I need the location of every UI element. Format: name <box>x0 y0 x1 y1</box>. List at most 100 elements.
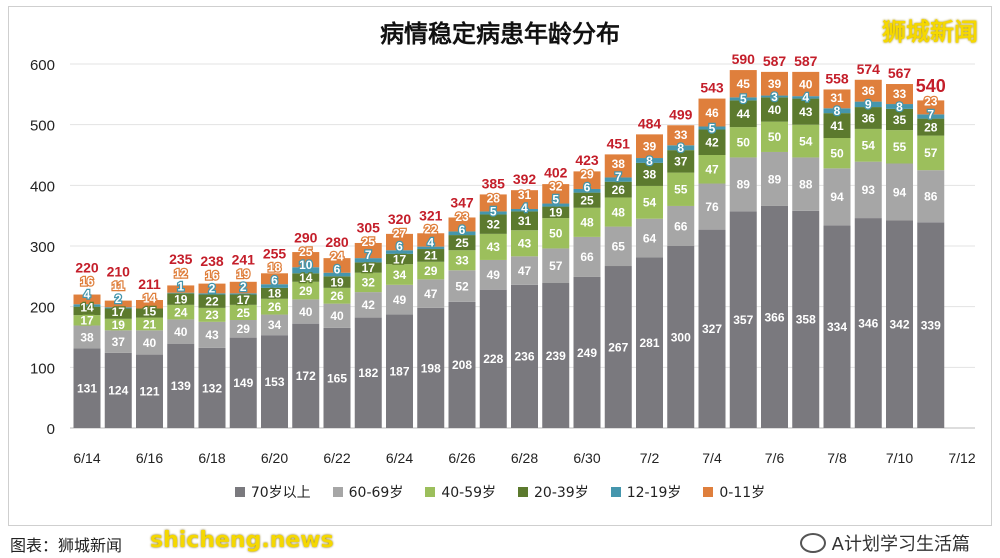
data-label: 50 <box>830 147 844 161</box>
bar-segment <box>167 293 195 305</box>
data-label: 16 <box>205 269 219 283</box>
bar-segment <box>636 257 663 428</box>
data-label: 46 <box>705 106 719 120</box>
data-label: 54 <box>862 139 876 153</box>
data-label: 8 <box>646 154 653 168</box>
bar-segment <box>573 207 601 237</box>
data-label: 29 <box>237 322 251 336</box>
total-label: 540 <box>916 76 946 96</box>
bar-segment <box>792 71 820 97</box>
data-label: 342 <box>889 318 909 332</box>
data-label: 31 <box>518 188 532 202</box>
bar-segment <box>417 249 445 262</box>
bar-segment <box>573 192 601 208</box>
bar-segment <box>854 79 882 102</box>
data-label: 33 <box>674 128 688 142</box>
bar-segment <box>386 233 413 251</box>
bar-segment <box>792 96 820 99</box>
bar-segment <box>323 287 351 304</box>
bar-segment <box>323 276 351 288</box>
total-label: 290 <box>294 230 318 246</box>
data-label: 198 <box>421 361 441 375</box>
bar-segment <box>886 104 913 109</box>
data-label: 40 <box>299 305 313 319</box>
data-label: 300 <box>671 330 691 344</box>
data-label: 47 <box>518 264 532 278</box>
data-label: 42 <box>362 298 376 312</box>
data-label: 6 <box>334 262 341 276</box>
bar-segment <box>886 108 913 131</box>
data-label: 7 <box>927 107 934 121</box>
bar-segment <box>917 222 945 428</box>
data-label: 1 <box>177 279 184 293</box>
legend-label: 12-19岁 <box>626 485 682 501</box>
total-label: 590 <box>732 51 756 67</box>
data-label: 19 <box>237 267 251 281</box>
bar-segment <box>792 157 820 211</box>
bar-segment <box>511 230 538 257</box>
bar-segment <box>261 287 288 299</box>
bar-segment <box>292 252 320 268</box>
bar-segment <box>573 188 601 193</box>
bar-segment <box>229 294 257 305</box>
data-label: 26 <box>330 289 344 303</box>
bar-segment <box>198 293 226 295</box>
x-tick-label: 7/10 <box>886 450 913 466</box>
bar-segment <box>761 121 788 152</box>
legend-swatch <box>703 487 714 497</box>
data-label: 32 <box>362 276 376 290</box>
data-label: 8 <box>834 104 841 118</box>
bar-segment <box>729 97 757 101</box>
y-tick-label: 200 <box>30 300 55 317</box>
data-label: 36 <box>862 84 876 98</box>
bar-segment <box>604 197 632 227</box>
bar-segment <box>386 314 413 428</box>
data-label: 5 <box>490 204 497 218</box>
total-label: 451 <box>607 135 631 151</box>
data-label: 17 <box>80 314 94 328</box>
y-tick-label: 100 <box>30 360 55 377</box>
bar-segment <box>604 266 632 428</box>
total-label: 402 <box>544 164 568 180</box>
bar-segment <box>417 279 445 308</box>
bar-segment <box>354 272 382 293</box>
bar-segment <box>886 163 913 221</box>
y-tick-label: 300 <box>30 239 55 256</box>
legend-item: 0-11岁 <box>703 482 765 502</box>
data-label: 26 <box>268 300 282 314</box>
bar-segment <box>636 162 663 186</box>
bar-segment <box>761 151 788 206</box>
total-label: 385 <box>482 175 506 191</box>
bar-segment <box>511 256 538 285</box>
watermark-top: 狮城新闻 <box>882 18 978 46</box>
bar-segment <box>136 299 163 309</box>
data-label: 2 <box>115 292 122 306</box>
bar-segment <box>698 155 726 184</box>
data-label: 7 <box>615 170 622 184</box>
legend-swatch <box>425 487 436 497</box>
bar-segment <box>823 89 851 109</box>
data-label: 281 <box>639 336 659 350</box>
bar-segment <box>167 292 195 294</box>
data-label: 239 <box>546 349 566 363</box>
bar-segment <box>323 258 351 273</box>
total-label: 235 <box>169 251 193 267</box>
bar-segment <box>448 301 476 428</box>
data-label: 6 <box>396 239 403 253</box>
bar-segment <box>761 71 788 96</box>
data-label: 17 <box>237 293 251 307</box>
bar-segment <box>261 273 288 285</box>
legend-swatch <box>234 487 245 497</box>
bar-segment <box>636 158 663 163</box>
bar-segment <box>823 113 851 139</box>
bar-segment <box>854 218 882 428</box>
bar-segment <box>73 294 101 305</box>
bar-segment <box>354 292 382 318</box>
bar-segment <box>323 327 351 428</box>
bar-segment <box>604 154 632 178</box>
data-label: 366 <box>764 310 784 324</box>
bar-segment <box>542 283 570 428</box>
data-label: 139 <box>171 379 191 393</box>
bar-segment <box>792 98 820 125</box>
data-label: 44 <box>737 107 751 121</box>
